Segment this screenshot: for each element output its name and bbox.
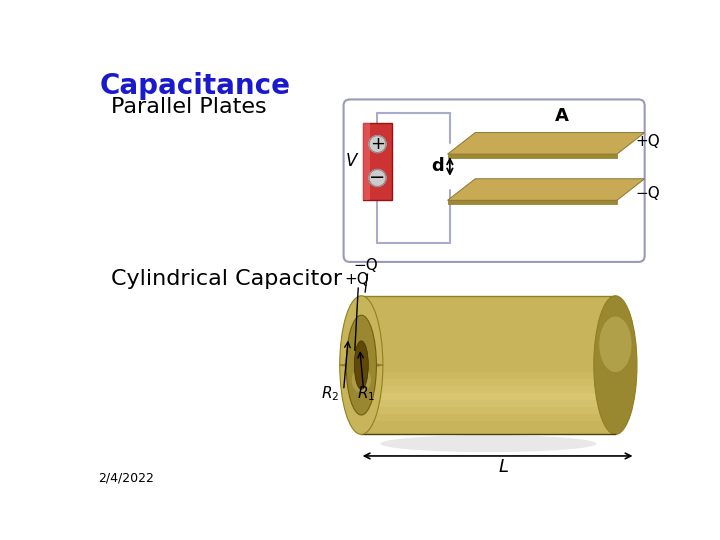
Bar [361,345,616,351]
Polygon shape [448,154,617,158]
Bar [361,303,616,309]
Text: $L$: $L$ [498,458,509,476]
Bar [361,365,616,372]
Ellipse shape [594,296,637,434]
Polygon shape [448,200,617,204]
Bar [361,323,616,330]
Text: Capacitance: Capacitance [99,72,290,100]
Bar [361,338,616,345]
Text: Cylindrical Capacitor: Cylindrical Capacitor [111,269,342,289]
Text: $R_1$: $R_1$ [357,384,376,403]
Bar [361,407,616,414]
Ellipse shape [340,363,383,367]
Ellipse shape [340,363,383,367]
Ellipse shape [599,316,631,372]
Ellipse shape [340,363,383,367]
FancyBboxPatch shape [343,99,644,262]
Text: V: V [346,152,357,170]
Ellipse shape [340,363,383,367]
Text: 2/4/2022: 2/4/2022 [98,471,154,484]
Ellipse shape [340,363,383,367]
Ellipse shape [346,315,377,415]
Text: −Q: −Q [354,258,378,273]
Ellipse shape [340,363,383,367]
Polygon shape [448,179,644,200]
Ellipse shape [354,341,369,389]
Bar [361,421,616,428]
Bar [361,296,616,434]
Ellipse shape [340,363,383,367]
Bar [361,428,616,434]
Bar [361,351,616,358]
Bar [361,379,616,386]
Ellipse shape [340,363,383,367]
Bar [361,386,616,393]
Ellipse shape [340,363,383,367]
Ellipse shape [340,363,383,367]
Text: +: + [370,135,385,153]
Ellipse shape [340,363,383,367]
Bar [361,393,616,400]
Text: +Q: +Q [636,134,660,149]
Bar [361,372,616,379]
Ellipse shape [340,363,383,367]
Ellipse shape [340,363,383,367]
Text: −Q: −Q [636,186,660,201]
Bar [361,316,616,323]
Polygon shape [448,132,644,154]
Bar [363,123,392,200]
Bar [361,414,616,421]
Text: d: d [431,158,444,176]
Text: Parallel Plates: Parallel Plates [111,97,266,117]
Ellipse shape [380,435,596,452]
Bar [363,123,370,200]
Text: A: A [554,107,568,125]
Bar [361,330,616,338]
Text: $R_2$: $R_2$ [321,384,340,403]
Ellipse shape [340,363,383,367]
Text: +Q: +Q [344,272,369,287]
Text: −: − [369,168,386,187]
Bar [361,358,616,365]
Circle shape [369,170,386,186]
Bar [361,296,616,303]
Ellipse shape [340,363,383,367]
Circle shape [369,136,386,153]
Bar [361,309,616,316]
Ellipse shape [340,296,383,434]
Bar [361,400,616,407]
Ellipse shape [351,368,371,393]
